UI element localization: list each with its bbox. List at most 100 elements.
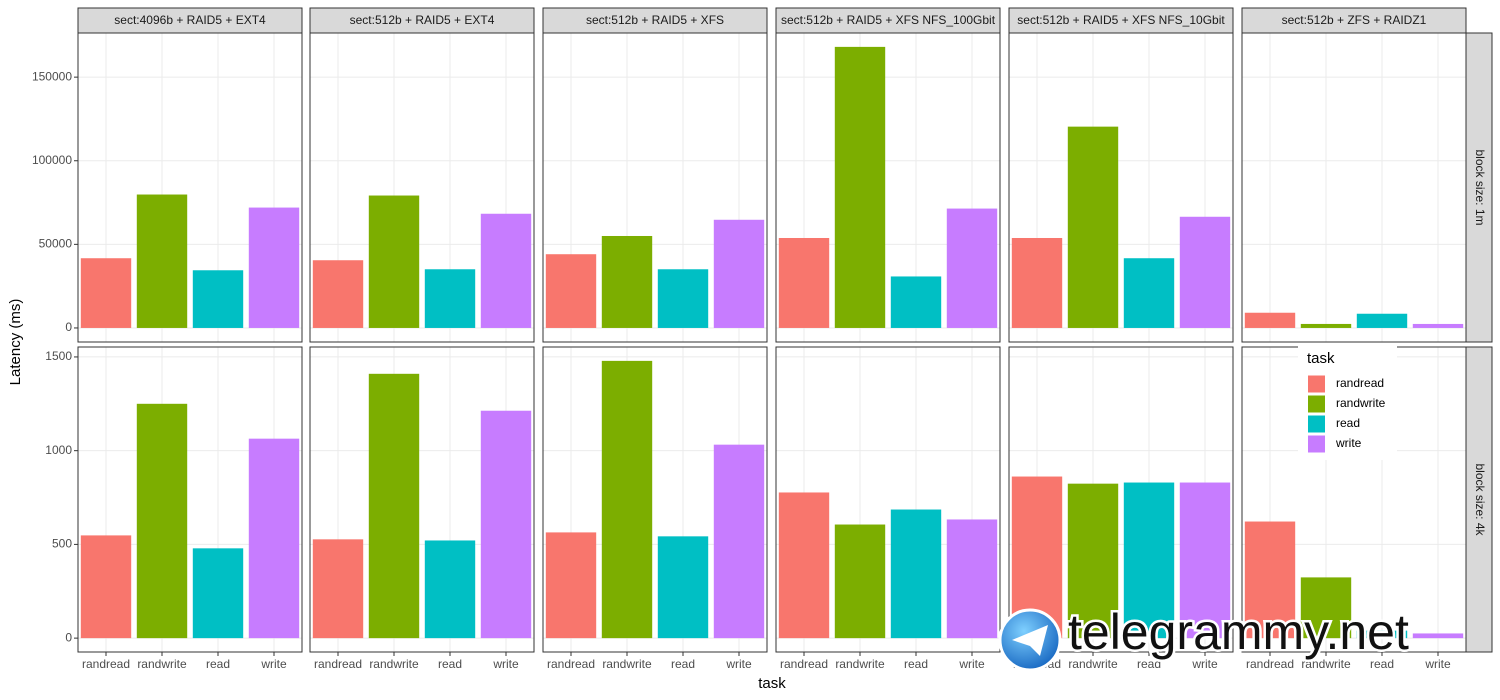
legend-key [1308, 375, 1325, 393]
panel-border [542, 346, 768, 653]
bar [778, 492, 830, 639]
x-tick-label: read [671, 657, 695, 671]
bar [248, 438, 300, 639]
legend-key [1308, 395, 1325, 413]
x-tick-label: write [1424, 657, 1451, 671]
bar [545, 254, 597, 328]
x-tick-label: read [438, 657, 462, 671]
bar [1244, 312, 1296, 328]
y-tick-label: 0 [65, 630, 72, 644]
panel-border [77, 32, 303, 343]
y-tick-label: 150000 [32, 69, 72, 83]
y-tick-label: 1500 [45, 349, 72, 363]
bar [1300, 577, 1352, 639]
bar [368, 373, 420, 639]
bar [136, 403, 188, 639]
x-tick-label: randwrite [1301, 657, 1351, 671]
bar [480, 213, 532, 328]
bar [1179, 482, 1231, 639]
panel-border [1008, 32, 1234, 343]
watermark-plane [1012, 625, 1048, 656]
y-tick-label: 500 [52, 537, 72, 551]
bar [424, 269, 476, 328]
bar [778, 237, 830, 328]
bar [1412, 633, 1464, 639]
bar [80, 258, 132, 328]
watermark: telegrammy.net [998, 602, 1411, 672]
x-tick-label: randwrite [602, 657, 652, 671]
strip [1241, 7, 1467, 34]
panel-border [309, 32, 535, 343]
panel-border [775, 346, 1001, 653]
bar [601, 360, 653, 639]
strip [309, 7, 535, 34]
legend-label: randwrite [1336, 396, 1386, 410]
bar [480, 410, 532, 639]
row-strip [1465, 32, 1493, 343]
strip-label: sect:512b + ZFS + RAIDZ1 [1282, 13, 1427, 27]
bar [1356, 630, 1408, 639]
bar [1412, 323, 1464, 328]
x-tick-label: randread [314, 657, 362, 671]
row-strip-label: block size: 4k [1473, 463, 1487, 536]
bar [1123, 258, 1175, 328]
strip-label: sect:512b + RAID5 + XFS NFS_10Gbit [1017, 13, 1225, 27]
x-tick-label: write [492, 657, 519, 671]
bar [545, 532, 597, 639]
x-tick-label: read [206, 657, 230, 671]
x-tick-label: read [1370, 657, 1394, 671]
legend: task randread randwrite read write [1298, 345, 1397, 460]
y-tick-label: 0 [65, 320, 72, 334]
x-tick-label: randwrite [1068, 657, 1118, 671]
legend-label: write [1335, 436, 1362, 450]
legend-label: randread [1336, 376, 1384, 390]
x-tick-label: randwrite [369, 657, 419, 671]
x-tick-label: randread [82, 657, 130, 671]
x-tick-label: read [1137, 657, 1161, 671]
strip-label: sect:4096b + RAID5 + EXT4 [114, 13, 266, 27]
bar [890, 276, 942, 328]
bar [312, 260, 364, 328]
bar [890, 509, 942, 639]
bar [424, 540, 476, 639]
y-axis-label: Latency (ms) [7, 299, 24, 386]
bar [80, 535, 132, 639]
bar [1179, 216, 1231, 328]
legend-title: task [1307, 350, 1335, 367]
x-tick-label: randread [780, 657, 828, 671]
strip-label: sect:512b + RAID5 + EXT4 [350, 13, 495, 27]
row-strip-label: block size: 1m [1473, 149, 1487, 225]
bar [657, 269, 709, 328]
strip [775, 7, 1001, 34]
x-tick-label: randwrite [835, 657, 885, 671]
y-tick-label: 1000 [45, 443, 72, 457]
x-axis-label: task [758, 675, 786, 692]
legend-label: read [1336, 416, 1360, 430]
bar [1123, 482, 1175, 639]
panel [1242, 33, 1466, 342]
legend-key [1308, 415, 1325, 433]
y-tick-label: 100000 [32, 153, 72, 167]
bar [1067, 483, 1119, 639]
bar [1300, 323, 1352, 328]
x-tick-label: write [958, 657, 985, 671]
bar [1067, 126, 1119, 328]
bar [248, 207, 300, 328]
bar [136, 194, 188, 328]
strip-label: sect:512b + RAID5 + XFS [586, 13, 724, 27]
bar [834, 46, 886, 328]
panel-border [775, 32, 1001, 343]
strip [77, 7, 303, 34]
bar [1244, 521, 1296, 639]
row-strip [1465, 346, 1493, 653]
x-tick-label: read [904, 657, 928, 671]
watermark-text: telegrammy.net [1068, 604, 1409, 660]
bar [1011, 237, 1063, 328]
bar [946, 519, 998, 639]
x-tick-label: write [725, 657, 752, 671]
bar [368, 195, 420, 328]
panel-border [1008, 346, 1234, 653]
strip-label: sect:512b + RAID5 + XFS NFS_100Gbit [781, 13, 996, 27]
x-tick-label: randread [547, 657, 595, 671]
